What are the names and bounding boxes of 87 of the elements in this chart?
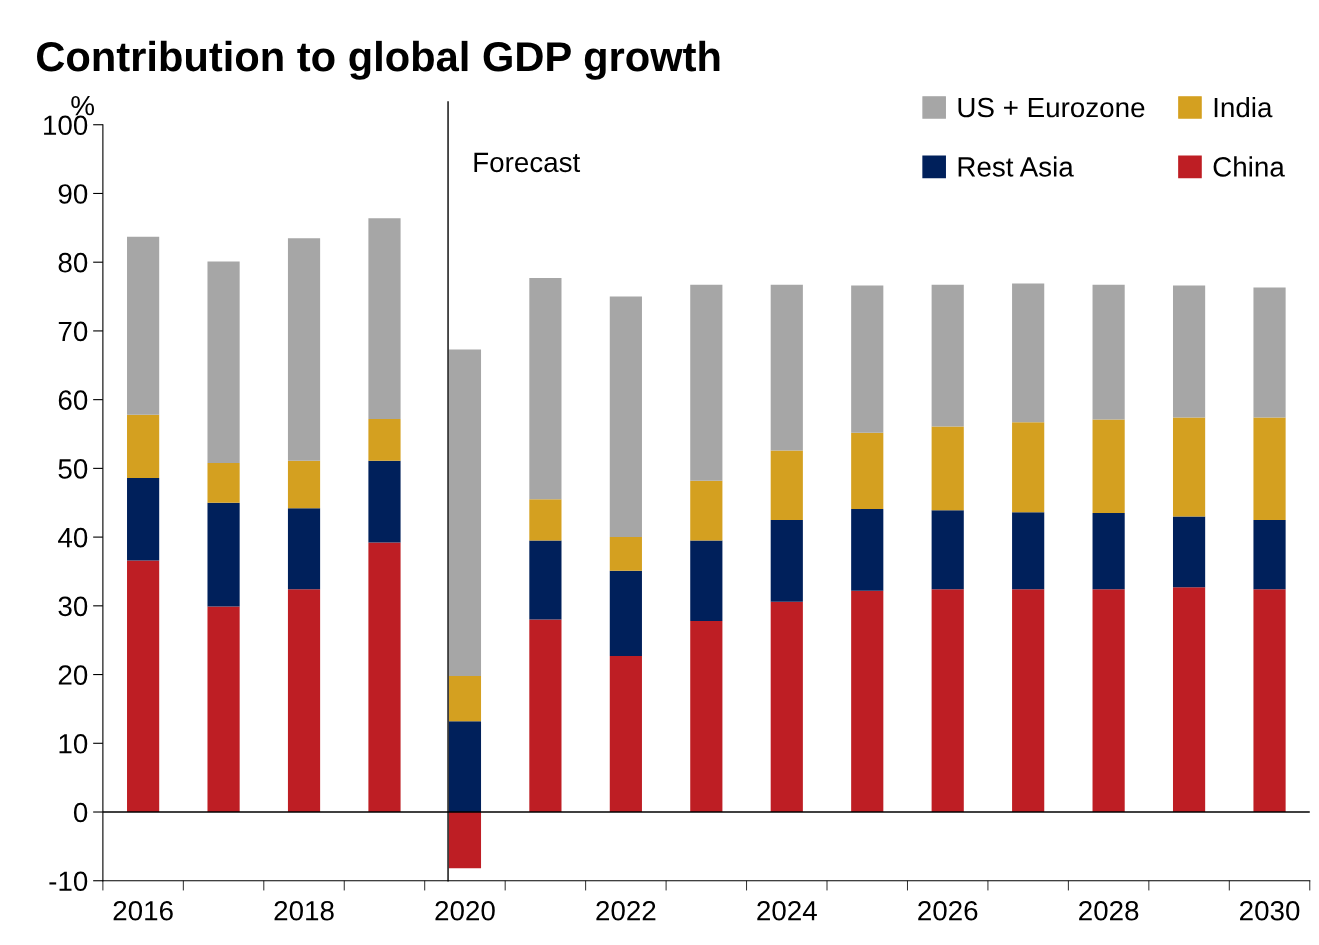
bar [1012,422,1045,513]
chart-title: Contribution to global GDP growth [37,40,720,80]
bar [690,620,723,813]
bar [770,284,803,451]
y-tick-label: 90 [58,184,88,204]
bar [287,460,321,509]
bar [529,619,562,813]
y-tick-label: 30 [58,596,88,617]
bar [448,349,482,676]
legend-label: Rest Asia [958,156,1074,177]
bar [1172,417,1206,517]
y-tick-label: 70 [58,321,88,342]
y-tick-label: 100 [44,115,88,136]
bar [851,590,884,813]
y-tick-label: 40 [58,527,88,548]
bar [690,480,723,541]
x-tick-label: 2028 [1079,900,1139,921]
bar [207,462,240,503]
bar [1012,589,1045,813]
bar [1092,419,1125,514]
bar [609,570,642,656]
bar [127,560,160,813]
bar [770,450,803,520]
bar [127,236,160,415]
bar [1253,417,1286,520]
y-tick-label: 80 [58,252,88,273]
bar [1012,283,1045,423]
x-tick-label: 2016 [113,900,173,921]
legend-label: India [1214,96,1273,118]
bar [1172,285,1206,418]
legend-label: US + Eurozone [958,97,1145,118]
bar [287,508,321,590]
bar [1092,284,1125,420]
bar [1092,513,1125,590]
y-tick-label: 0 [73,802,88,823]
ref-line-label: Forecast [474,152,581,173]
bar [1253,287,1286,418]
x-tick-label: 2030 [1240,900,1300,921]
bar [1253,519,1286,590]
bar [931,426,964,511]
bar [127,478,160,561]
bar [529,499,562,541]
bar [287,238,321,461]
bar [368,460,401,543]
x-tick-label: 2024 [757,900,817,921]
bar [770,601,803,813]
y-tick-label: 60 [58,390,88,410]
legend-label: China [1213,156,1285,177]
bar [609,537,642,571]
bar [851,285,884,433]
bar [448,675,482,722]
bar [1092,589,1125,813]
bar [931,284,964,427]
bar [1172,516,1206,588]
bar [448,812,482,869]
bar [609,296,642,538]
bar [931,589,964,813]
bar [1253,589,1286,813]
y-tick-label: 10 [59,733,88,754]
bar [368,418,401,461]
y-tick-label: 50 [58,459,88,479]
x-tick-label: 2026 [918,900,978,921]
bar [529,278,562,500]
bar [1012,512,1045,590]
bar [690,540,723,621]
bar [931,510,964,590]
bar [851,508,884,591]
bar [529,540,562,620]
bar [207,502,240,607]
bar [609,656,642,813]
bar [207,261,240,463]
x-tick-label: 2022 [596,900,656,921]
x-tick-label: 2018 [274,900,334,921]
bar [127,414,160,478]
bar [690,284,723,481]
bar [207,606,240,813]
y-tick-label: 20 [58,665,88,685]
bar [287,589,321,813]
x-tick-label: 2020 [435,900,495,921]
y-tick-label: -10 [49,871,88,892]
bar [448,721,482,813]
bar [368,218,401,419]
bar [1172,587,1206,813]
bar [851,432,884,509]
bar [770,519,803,602]
y-axis-title: % [71,95,95,116]
bar [368,542,401,813]
